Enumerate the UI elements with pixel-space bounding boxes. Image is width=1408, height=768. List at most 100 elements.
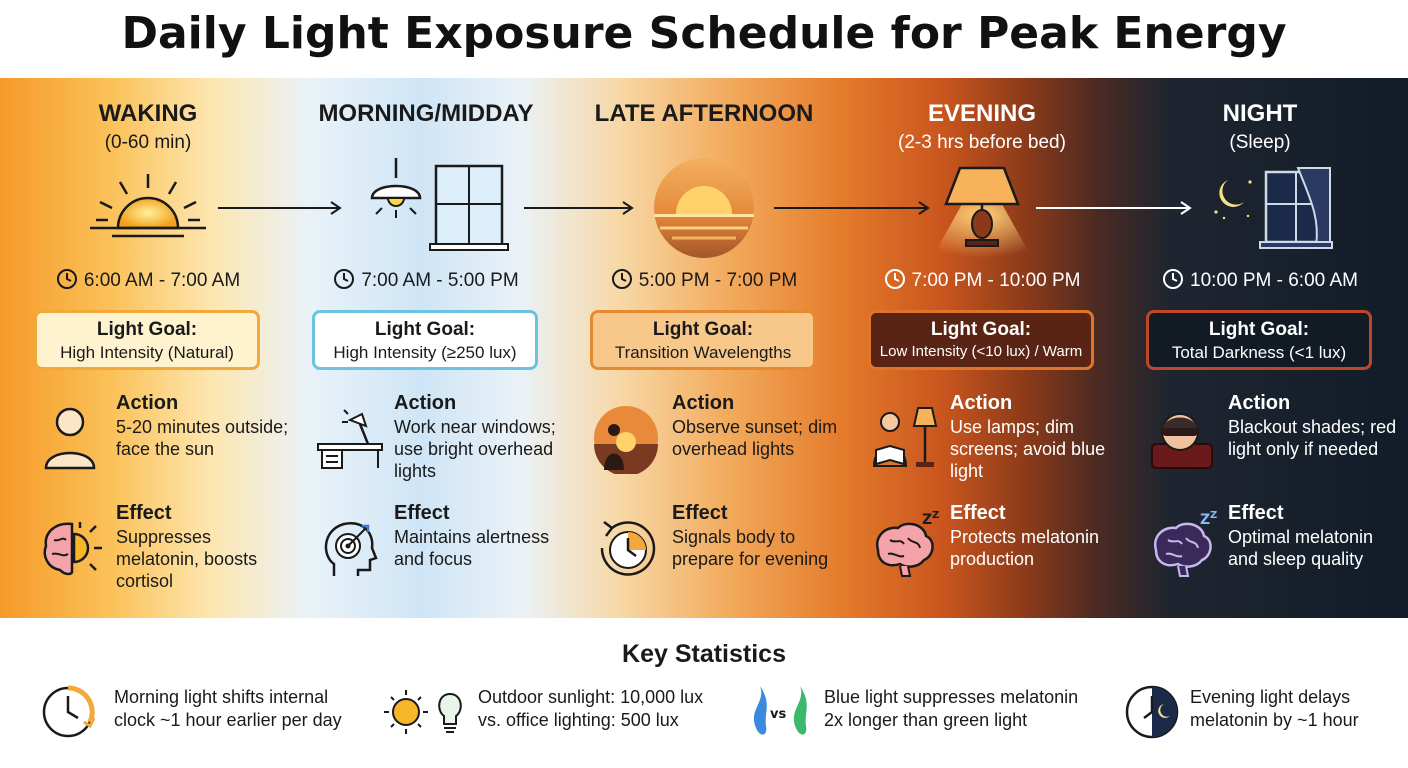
effect-label: Effect — [394, 502, 450, 524]
effect-label: Effect — [1228, 502, 1284, 524]
effect-label: Effect — [950, 502, 1006, 524]
stats-title: Key Statistics — [622, 640, 786, 668]
light-goal-box: Light Goal: High Intensity (Natural) — [34, 310, 260, 370]
arrow-4 — [1036, 201, 1192, 215]
stat-line-1: Outdoor sunlight: 10,000 lux — [478, 687, 704, 707]
clock-icon — [611, 268, 633, 296]
effect-text: Maintains alertness and focus — [394, 527, 550, 569]
clock-icon — [56, 268, 78, 296]
light-goal-label: Light Goal: — [1208, 319, 1310, 340]
stat-line-2: vs. office lighting: 500 lux — [478, 710, 679, 730]
light-goal-box: Light Goal: Total Darkness (<1 lux) — [1146, 310, 1372, 370]
light-goal-value: Total Darkness (<1 lux) — [1171, 343, 1347, 362]
lamp-window-icon — [286, 158, 566, 258]
effect-text: Signals body to prepare for evening — [672, 527, 829, 569]
action-label: Action — [672, 392, 735, 414]
stat-item: Outdoor sunlight: 10,000 lux vs. office … — [384, 682, 714, 742]
effect-row: Effect Maintains alertness and focus — [314, 500, 566, 600]
reading-lamp-icon — [870, 400, 944, 474]
effect-label: Effect — [116, 502, 172, 524]
time-text: 6:00 AM - 7:00 AM — [83, 270, 241, 291]
phase-subtitle: (0-60 min) — [104, 132, 192, 153]
arrow-3 — [774, 201, 930, 215]
light-goal-label: Light Goal: — [96, 319, 198, 340]
time-text: 7:00 AM - 5:00 PM — [361, 270, 519, 291]
light-goal-value: High Intensity (≥250 lux) — [333, 343, 517, 362]
light-goal-box: Light Goal: High Intensity (≥250 lux) — [312, 310, 538, 370]
arrow-2 — [524, 201, 634, 215]
time-text: 7:00 PM - 10:00 PM — [911, 270, 1081, 291]
night-clock-icon — [1124, 682, 1184, 747]
light-goal-value: Low Intensity (<10 lux) / Warm — [879, 343, 1083, 360]
clock-arrow-icon — [40, 682, 102, 747]
light-goal-label: Light Goal: — [374, 319, 476, 340]
phase-waking: WAKING (0-60 min) 6:00 AM - 7:00 AM Ligh… — [8, 78, 288, 618]
time-range: 10:00 PM - 6:00 AM — [1120, 268, 1400, 296]
person-sunset-icon — [592, 400, 666, 476]
svg-text:Z: Z — [1200, 512, 1210, 528]
stat-item: Evening light delays melatonin by ~1 hou… — [1124, 682, 1394, 742]
action-row: Action Work near windows; use bright ove… — [314, 390, 566, 490]
stat-item: vs Blue light suppresses melatonin 2x lo… — [746, 682, 1096, 742]
clock-icon — [333, 268, 355, 296]
blue-vs-green-icon: vs — [746, 682, 816, 747]
stat-line-2: 2x longer than green light — [824, 710, 1028, 730]
phase-subtitle: (2-3 hrs before bed) — [898, 132, 1066, 153]
action-label: Action — [1228, 392, 1291, 414]
time-range: 6:00 AM - 7:00 AM — [8, 268, 288, 296]
sun-bulb-icon — [384, 682, 468, 747]
phase-name: MORNING/MIDDAY — [318, 100, 534, 127]
stat-line-1: Blue light suppresses melatonin — [824, 687, 1079, 707]
light-goal-value: High Intensity (Natural) — [60, 343, 234, 362]
effect-label: Effect — [672, 502, 728, 524]
phase-name: WAKING — [98, 100, 198, 127]
time-range: 7:00 PM - 10:00 PM — [842, 268, 1122, 296]
action-row: Action Blackout shades; red light only i… — [1148, 390, 1400, 490]
stat-line-2: clock ~1 hour earlier per day — [114, 710, 342, 730]
stat-line-1: Evening light delays — [1190, 687, 1351, 707]
stat-line-2: melatonin by ~1 hour — [1190, 710, 1359, 730]
sleep-mask-icon — [1148, 400, 1222, 474]
svg-text:Z: Z — [932, 510, 939, 521]
moon-window-icon — [1120, 158, 1400, 258]
action-label: Action — [950, 392, 1013, 414]
stat-item: Morning light shifts internal clock ~1 h… — [40, 682, 370, 742]
action-label: Action — [394, 392, 457, 414]
page-title: Daily Light Exposure Schedule for Peak E… — [121, 8, 1287, 59]
effect-row: Effect Signals body to prepare for eveni… — [592, 500, 844, 600]
light-goal-value: Transition Wavelengths — [614, 343, 792, 362]
svg-text:Z: Z — [922, 512, 932, 528]
brain-sun-icon — [36, 510, 110, 584]
phase-late-afternoon: LATE AFTERNOON 5:00 PM - 7:00 PM Light G… — [564, 78, 844, 618]
light-goal-label: Light Goal: — [930, 319, 1032, 340]
action-row: Action Observe sunset; dim overhead ligh… — [592, 390, 844, 490]
stat-text: Morning light shifts internal clock ~1 h… — [114, 686, 342, 732]
phase-evening: EVENING (2-3 hrs before bed) 7:00 PM - 1… — [842, 78, 1122, 618]
phase-name: NIGHT — [1222, 100, 1298, 127]
action-text: Use lamps; dim screens; avoid blue light — [950, 417, 1106, 481]
time-text: 5:00 PM - 7:00 PM — [638, 270, 798, 291]
effect-row: Effect Suppresses melatonin, boosts cort… — [36, 500, 288, 600]
desk-lamp-icon — [314, 400, 388, 474]
focus-head-icon — [314, 510, 388, 584]
clock-cycle-icon — [592, 510, 666, 584]
action-text: Observe sunset; dim overhead lights — [672, 417, 838, 459]
stat-text: Outdoor sunlight: 10,000 lux vs. office … — [478, 686, 703, 732]
light-goal-box: Light Goal: Transition Wavelengths — [590, 310, 816, 370]
effect-text: Suppresses melatonin, boosts cortisol — [116, 527, 258, 591]
action-text: Blackout shades; red light only if neede… — [1228, 417, 1397, 459]
action-text: Work near windows; use bright overhead l… — [394, 417, 556, 481]
sunset-icon — [564, 158, 844, 258]
effect-text: Optimal melatonin and sleep quality — [1228, 527, 1374, 569]
stat-line-1: Morning light shifts internal — [114, 687, 329, 707]
clock-icon — [884, 268, 906, 296]
light-goal-label: Light Goal: — [652, 319, 754, 340]
action-row: Action Use lamps; dim screens; avoid blu… — [870, 390, 1122, 490]
svg-text:Z: Z — [1210, 510, 1217, 521]
person-icon — [36, 400, 110, 474]
action-row: Action 5-20 minutes outside; face the su… — [36, 390, 288, 490]
